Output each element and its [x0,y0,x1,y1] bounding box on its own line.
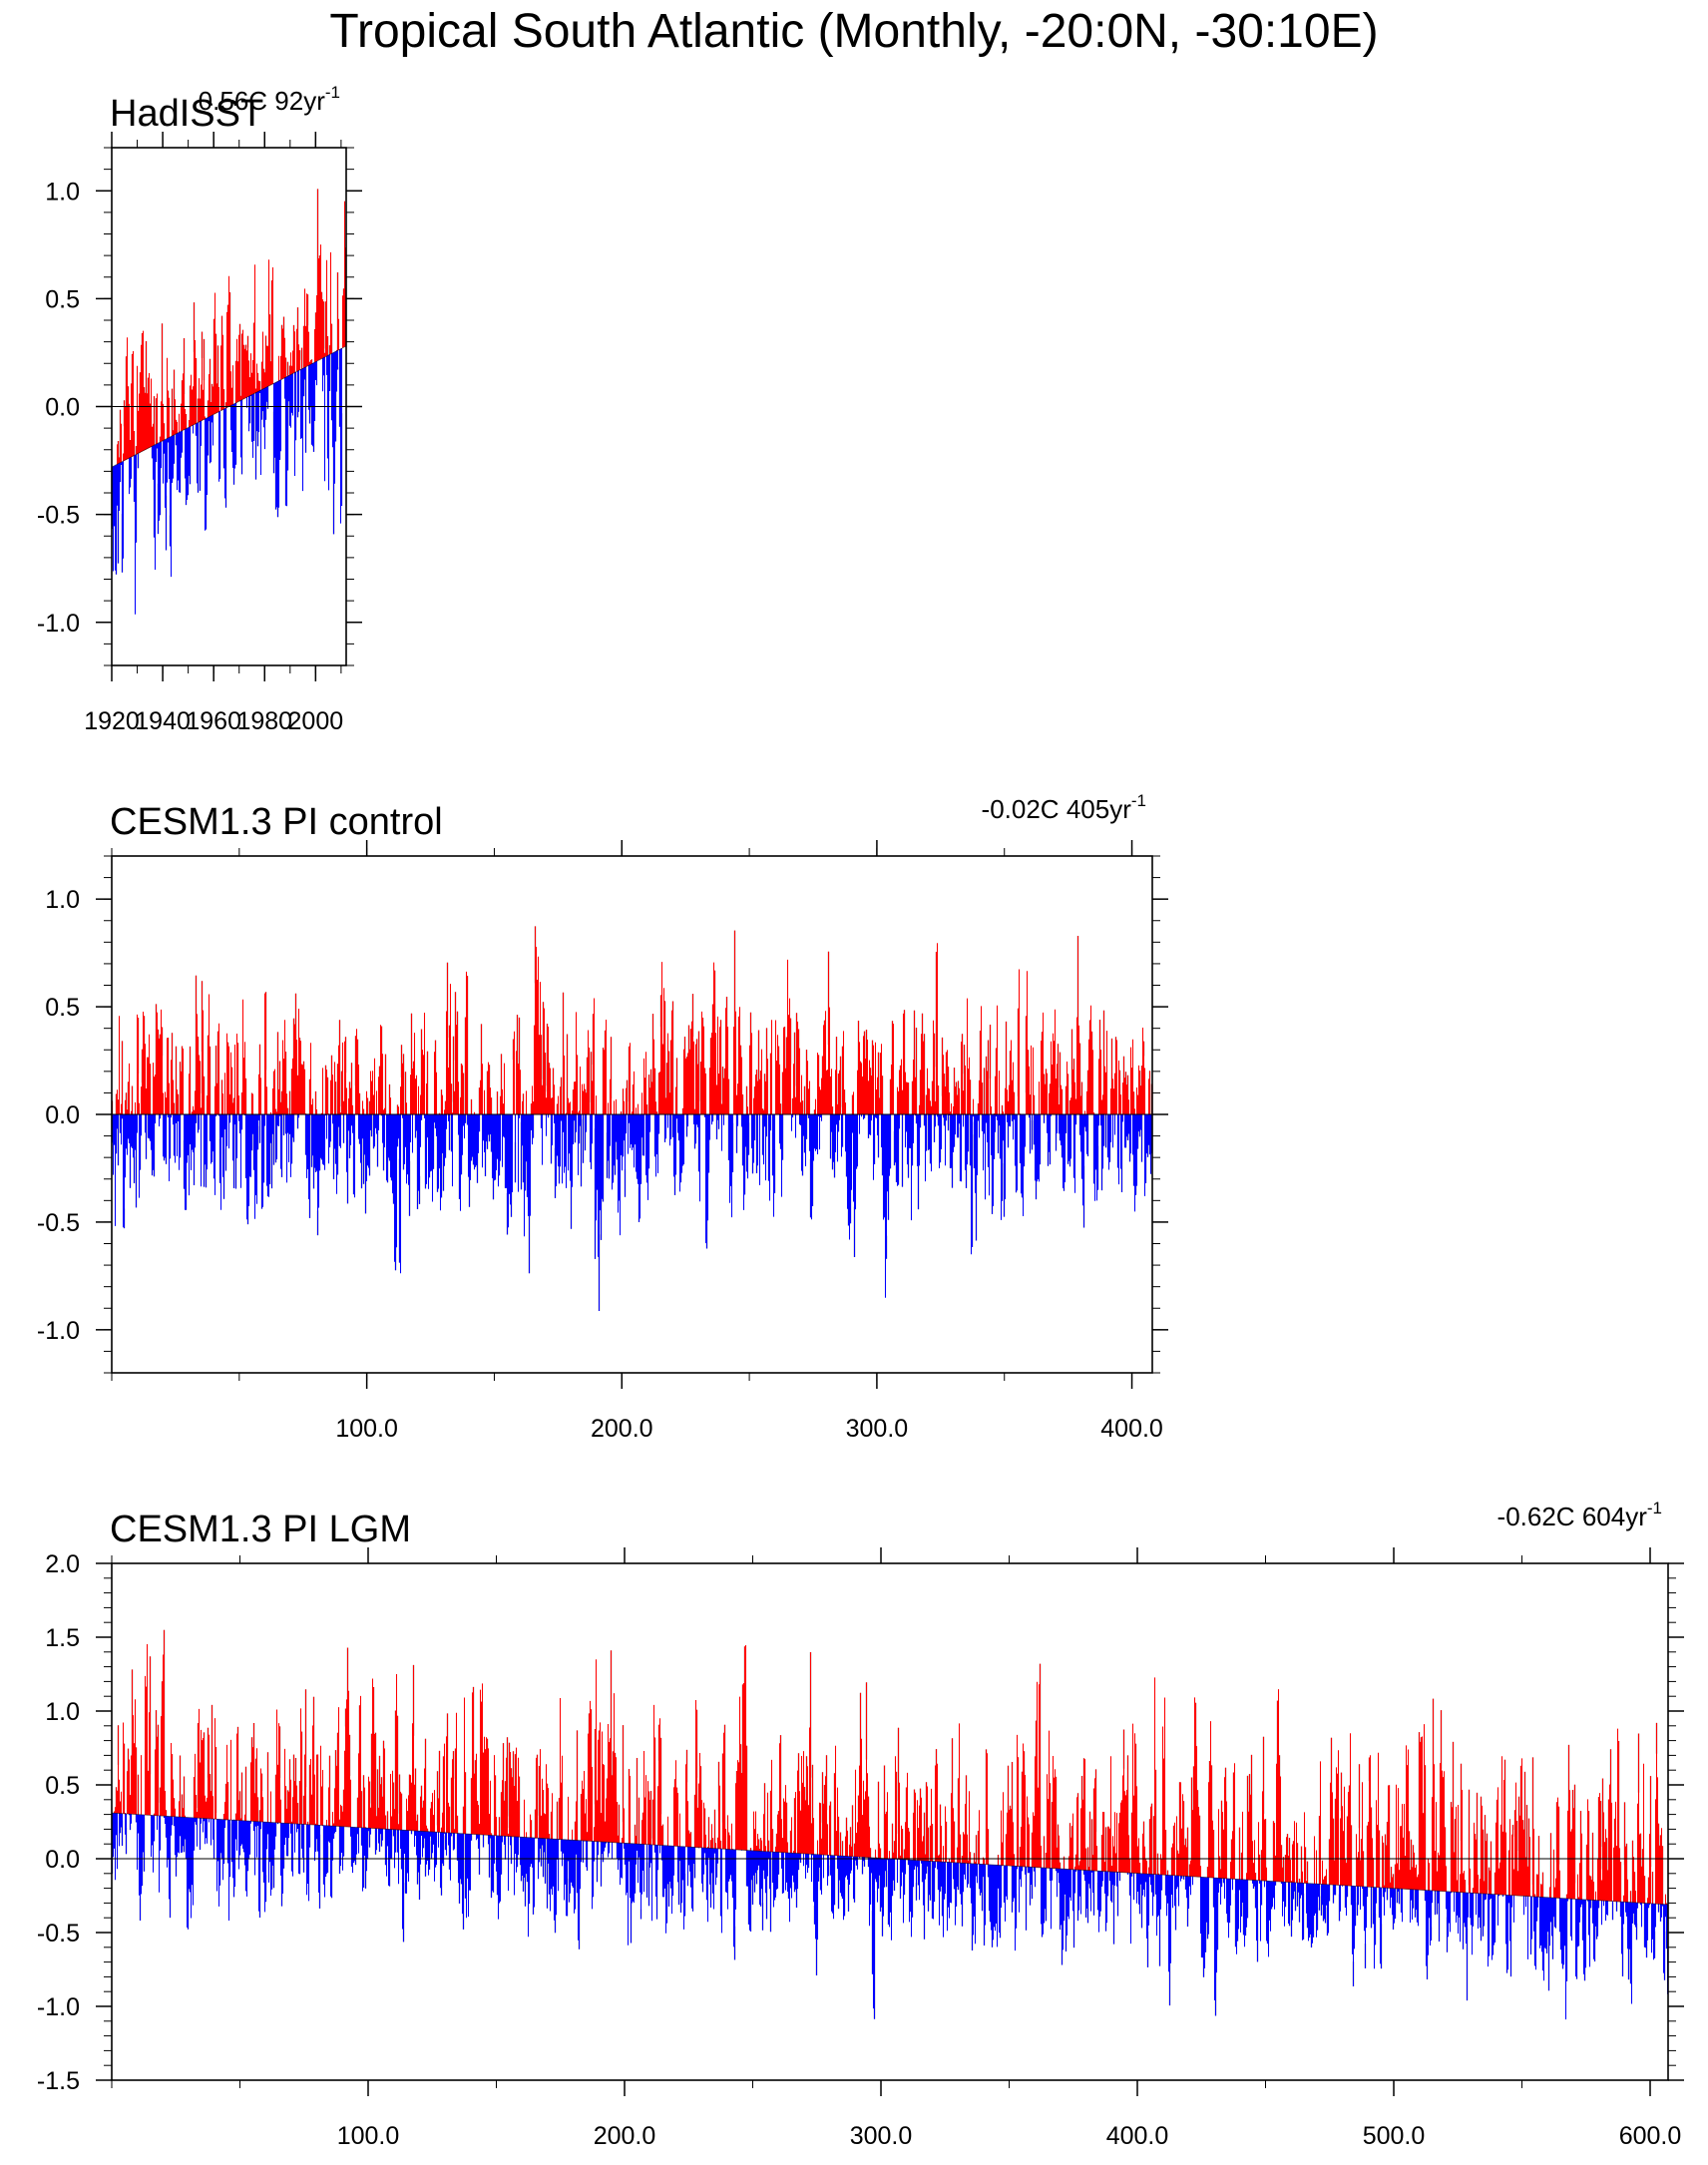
y-tick-label: 1.5 [45,1624,80,1652]
annotation-exponent: -1 [1131,791,1146,810]
annotation-exponent: -1 [1647,1499,1662,1517]
x-tick-label: 500.0 [1363,2122,1426,2150]
y-tick-label: 2.0 [45,1550,80,1578]
y-tick-label: 0.0 [45,394,80,422]
x-tick-label: 400.0 [1100,1415,1163,1443]
x-tick-label: 200.0 [591,1415,653,1443]
panel-annotation: -0.02C 405yr-1 [982,791,1146,824]
annotation-space [1060,794,1067,824]
y-tick-label: -1.0 [37,1993,80,2021]
trend-line [111,1812,1669,1906]
x-tick-label: 100.0 [335,1415,398,1443]
y-tick-label: -1.0 [37,1317,80,1345]
annotation-length: 405yr [1067,794,1131,824]
y-tick-label: -1.0 [37,610,80,638]
y-tick-label: 1.0 [45,178,80,206]
x-tick-label: 200.0 [594,2122,656,2150]
y-tick-label: -0.5 [37,1920,80,1948]
annotation-exponent: -1 [325,83,340,102]
plot-frame [111,1562,1669,2081]
x-tick-label: 1980 [236,707,292,735]
x-tick-label: 300.0 [846,1415,909,1443]
y-tick-label: 1.0 [45,886,80,914]
annotation-length: 604yr [1582,1502,1647,1531]
positive-anomaly-bars [111,926,1153,1114]
chart-panel: -1.0 -0.5 0.0 0.5 1.0 100.0 200.0 300.0 400.0 CES… [37,791,1168,1443]
x-tick-label: 1920 [84,707,140,735]
x-tick-label: 400.0 [1106,2122,1169,2150]
annotation-space [267,86,274,116]
negative-anomaly-bars [111,1114,1153,1311]
annotation-value: 0.56C [199,86,267,116]
y-tick-label: -1.5 [37,2067,80,2095]
panel-title: CESM1.3 PI LGM [110,1509,411,1550]
y-tick-label: -0.5 [37,1209,80,1237]
positive-anomaly-bars [116,189,347,465]
y-tick-label: 0.5 [45,1772,80,1800]
panel-annotation: -0.62C 604yr-1 [1497,1499,1662,1531]
panel-title: HadISST [110,93,263,135]
y-tick-label: 1.0 [45,1698,80,1726]
trend-line [111,345,347,468]
x-tick-label: 1940 [135,707,191,735]
annotation-value: -0.62C [1497,1502,1575,1531]
y-tick-label: -0.5 [37,502,80,530]
annotation-length: 92yr [274,86,325,116]
x-tick-label: 300.0 [850,2122,913,2150]
annotation-value: -0.02C [982,794,1060,824]
x-tick-label: 1960 [186,707,241,735]
panel-annotation: 0.56C 92yr-1 [199,83,340,116]
chart-panel: -1.5 -1.0 -0.5 0.0 0.5 1.0 1.5 2.0 100.0 200.0 300… [37,1499,1684,2150]
x-tick-label: 2000 [288,707,344,735]
x-tick-label: 100.0 [337,2122,400,2150]
y-tick-label: 0.5 [45,285,80,313]
y-tick-label: 0.0 [45,1101,80,1129]
page-title: Tropical South Atlantic (Monthly, -20:0N… [329,5,1379,58]
annotation-space [1575,1502,1582,1531]
y-tick-label: 0.5 [45,994,80,1022]
panel-title: CESM1.3 PI control [110,801,443,843]
y-tick-label: 0.0 [45,1846,80,1874]
x-tick-label: 600.0 [1619,2122,1682,2150]
